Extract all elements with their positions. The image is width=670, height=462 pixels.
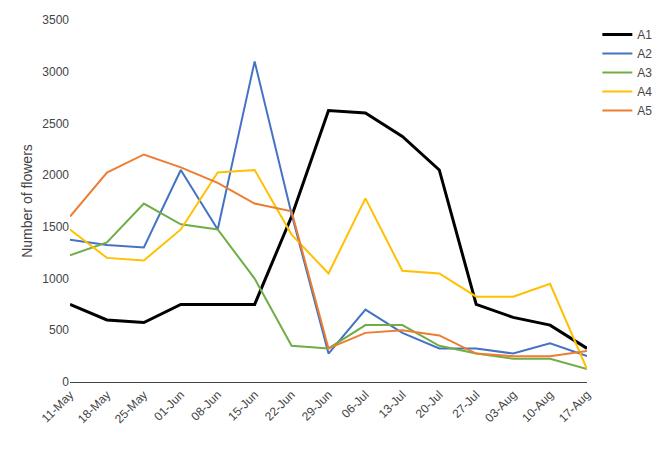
svg-text:22-Jun: 22-Jun: [262, 388, 298, 424]
svg-text:A4: A4: [637, 85, 652, 99]
svg-text:10-Aug: 10-Aug: [519, 388, 556, 425]
svg-text:17-Aug: 17-Aug: [556, 388, 593, 425]
svg-text:03-Aug: 03-Aug: [482, 388, 519, 425]
svg-text:1500: 1500: [42, 220, 69, 234]
svg-text:A1: A1: [637, 28, 652, 42]
svg-text:27-Jul: 27-Jul: [450, 388, 483, 421]
svg-text:06-Jul: 06-Jul: [339, 388, 372, 421]
svg-text:3500: 3500: [42, 13, 69, 27]
svg-text:500: 500: [49, 323, 69, 337]
svg-text:08-Jun: 08-Jun: [188, 388, 224, 424]
svg-text:01-Jun: 01-Jun: [151, 388, 187, 424]
svg-text:A5: A5: [637, 104, 652, 118]
svg-text:2500: 2500: [42, 117, 69, 131]
svg-text:A3: A3: [637, 66, 652, 80]
svg-text:2000: 2000: [42, 168, 69, 182]
svg-text:Number of flowers: Number of flowers: [19, 144, 35, 258]
svg-text:13-Jul: 13-Jul: [376, 388, 409, 421]
svg-text:20-Jul: 20-Jul: [413, 388, 446, 421]
svg-text:11-May: 11-May: [39, 388, 77, 426]
svg-text:18-May: 18-May: [75, 388, 113, 426]
svg-text:A2: A2: [637, 47, 652, 61]
svg-text:3000: 3000: [42, 65, 69, 79]
svg-text:1000: 1000: [42, 272, 69, 286]
svg-text:29-Jun: 29-Jun: [299, 388, 335, 424]
svg-text:25-May: 25-May: [112, 388, 150, 426]
svg-text:0: 0: [62, 375, 69, 389]
svg-text:15-Jun: 15-Jun: [225, 388, 261, 424]
